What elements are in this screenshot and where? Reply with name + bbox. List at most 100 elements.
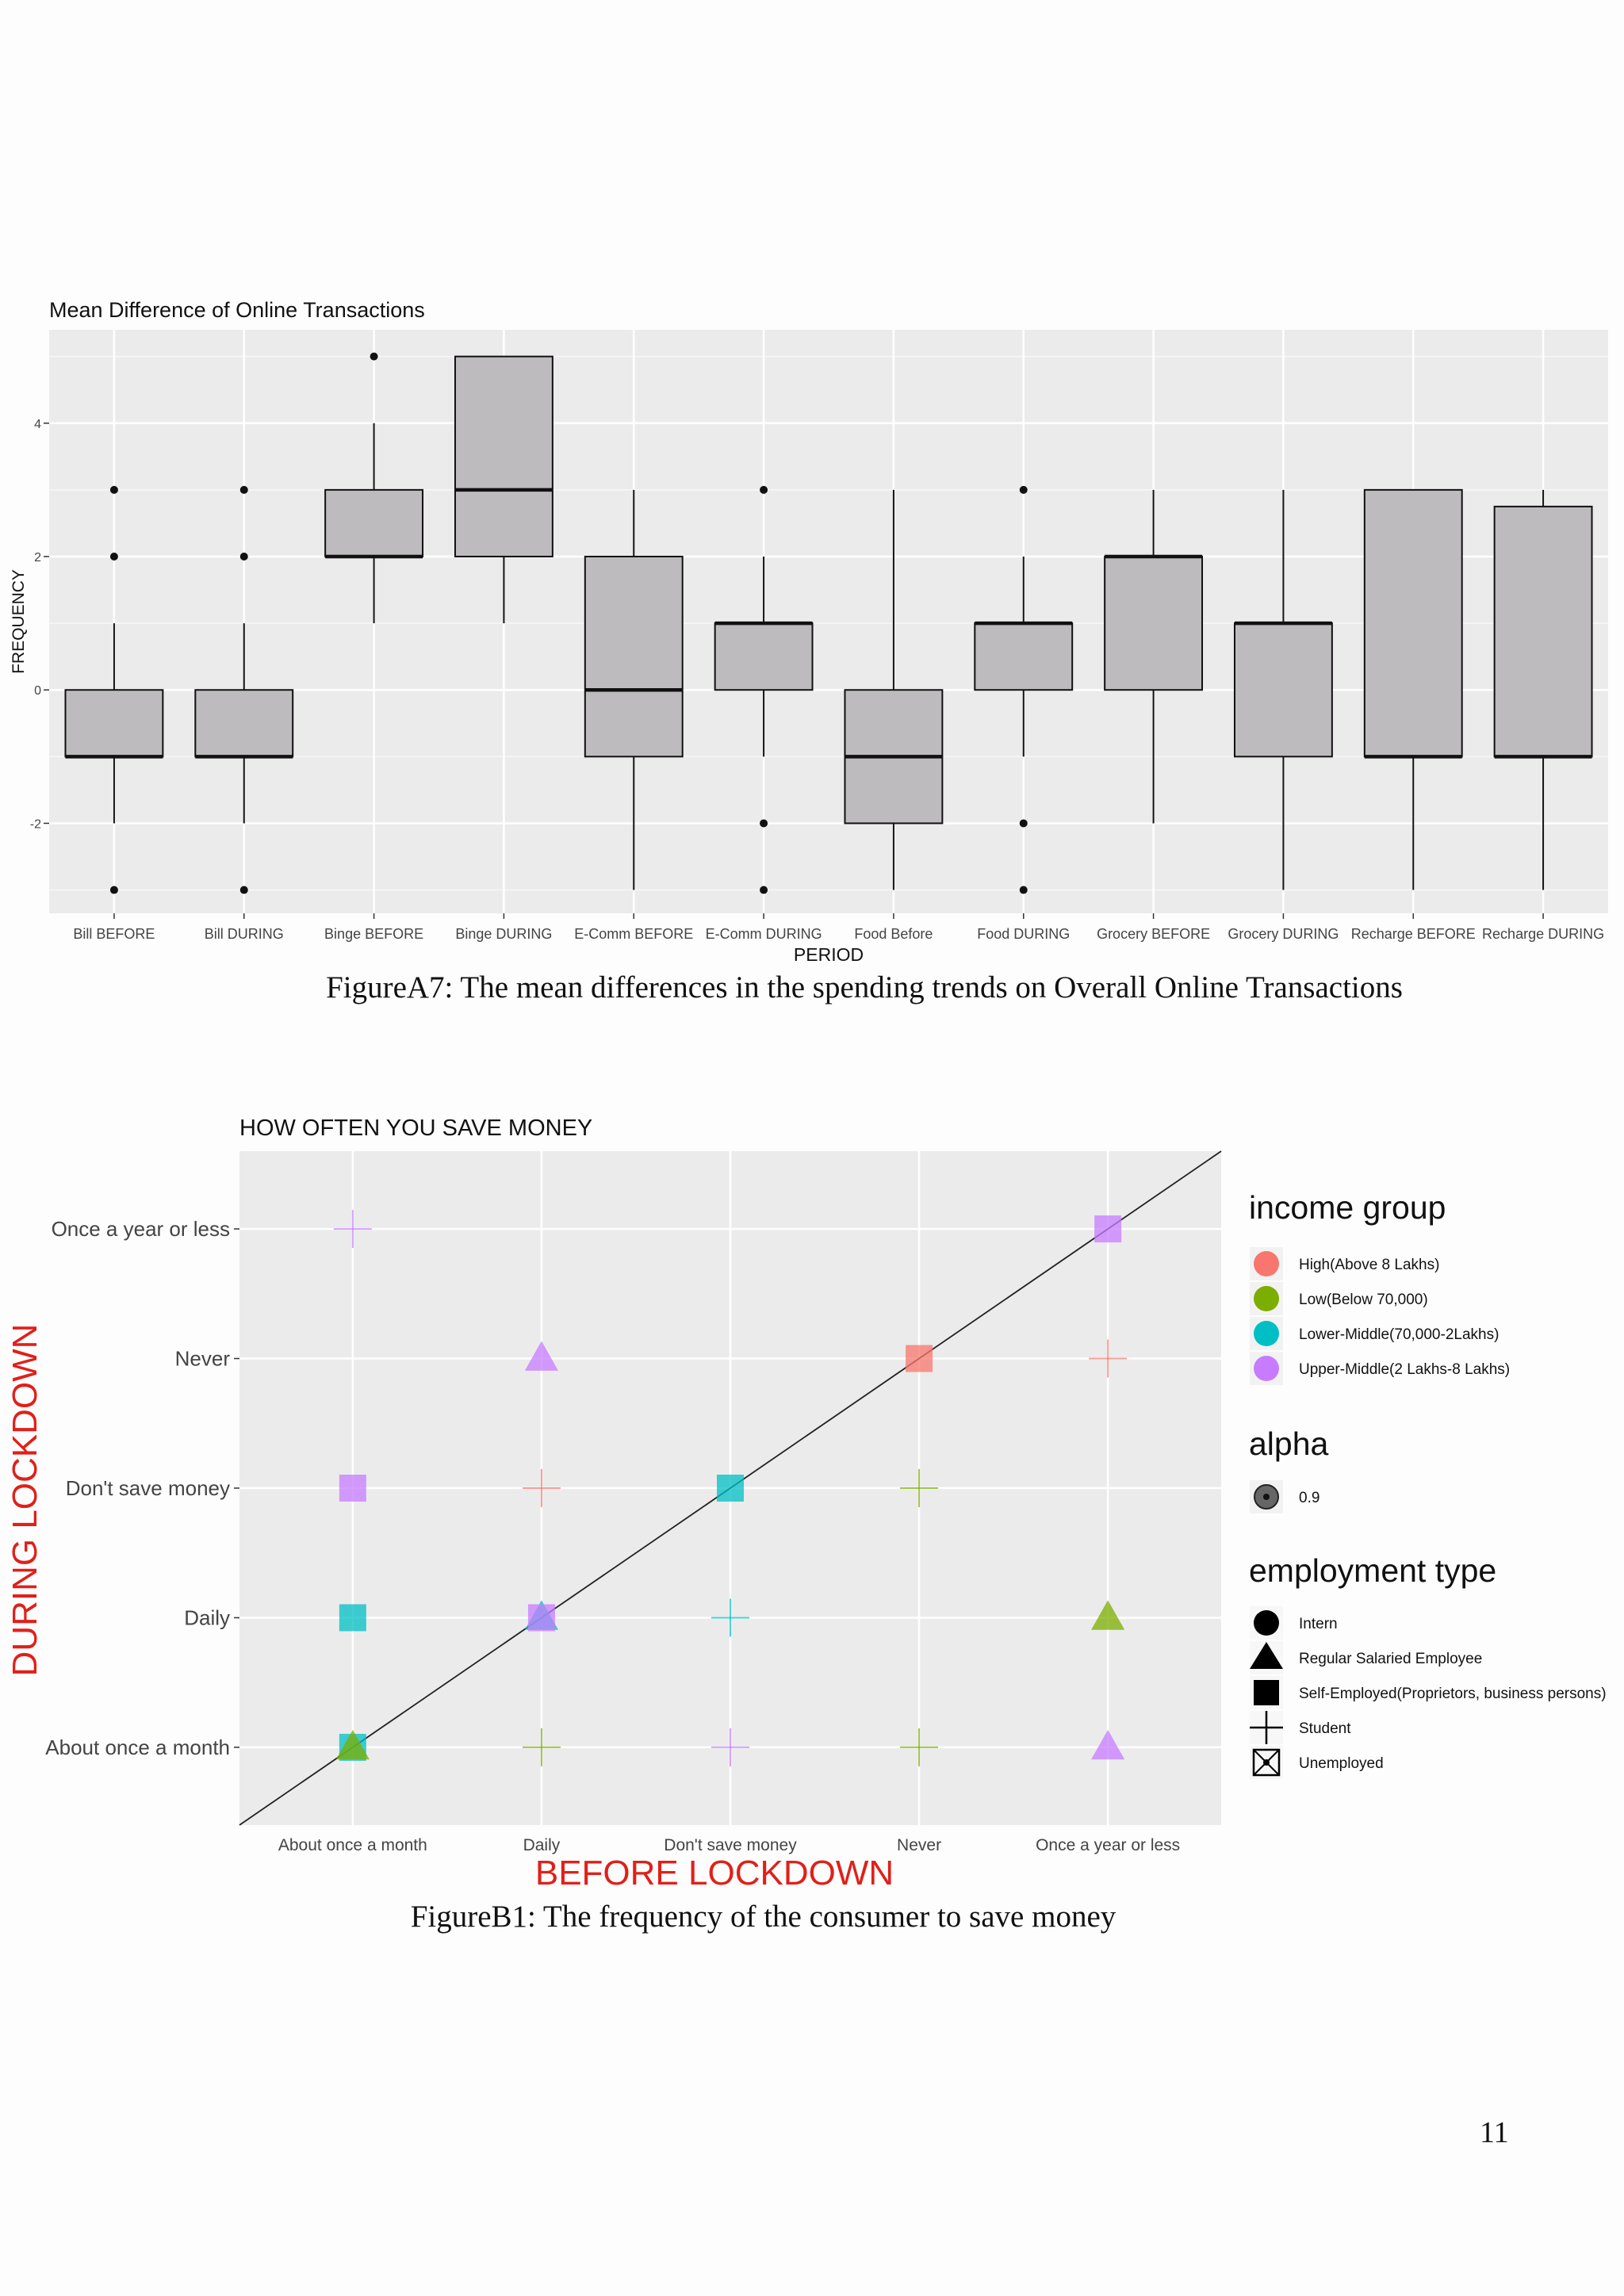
box (1493, 505, 1593, 758)
y-axis-label: DURING LOCKDOWN (6, 1324, 44, 1677)
chart-title: Mean Difference of Online Transactions (49, 298, 425, 322)
point-square (527, 1604, 555, 1632)
data-point (339, 1475, 366, 1502)
legend-employment-title: employment type (1249, 1552, 1496, 1589)
y-tick-label: -2 (30, 817, 41, 831)
data-point (1091, 1729, 1125, 1760)
y-axis-label: FREQUENCY (10, 569, 28, 674)
legend-alpha-label: 0.9 (1299, 1490, 1320, 1506)
legend-employment-label: Unemployed (1299, 1755, 1384, 1772)
data-point (1094, 1215, 1122, 1243)
legend-employment-label: Intern (1299, 1616, 1338, 1632)
legend-income-swatch (1254, 1321, 1279, 1346)
box (584, 555, 684, 758)
point-triangle (335, 1729, 370, 1760)
x-tick-label: Binge DURING (455, 926, 552, 942)
box-group (1493, 489, 1593, 890)
box (1104, 555, 1204, 691)
box-group (844, 489, 944, 890)
legend-shape-box (1252, 1748, 1281, 1777)
box (194, 689, 294, 758)
y-tick-label: 0 (34, 684, 41, 698)
data-point (522, 1469, 561, 1507)
y-tick-label: 2 (34, 551, 41, 564)
box (1233, 622, 1333, 758)
x-tick-label: About once a month (278, 1836, 427, 1854)
legend-employment-key (1250, 1676, 1283, 1709)
legend-income-swatch (1254, 1251, 1279, 1276)
data-point (335, 1729, 370, 1760)
point-triangle (1091, 1729, 1125, 1760)
x-tick-label: Don't save money (664, 1836, 797, 1854)
scatter-chart: HOW OFTEN YOU SAVE MONEY About once a mon… (6, 1115, 1607, 1887)
legend-income-swatch (1254, 1286, 1279, 1311)
y-tick-label: Don't save money (66, 1476, 230, 1500)
point-square (339, 1604, 366, 1632)
data-point (717, 1475, 744, 1502)
legend-income-label: High(Above 8 Lakhs) (1299, 1257, 1439, 1273)
x-tick-label: Once a year or less (1036, 1836, 1180, 1854)
x-tick-label: Food DURING (977, 926, 1070, 942)
x-tick-label: Food Before (854, 926, 933, 942)
y-tick-label: Never (175, 1347, 231, 1371)
box (714, 622, 814, 691)
outlier-point (1019, 819, 1028, 828)
point-square (906, 1345, 933, 1372)
x-tick-label: Bill DURING (205, 926, 284, 942)
x-axis-label: BEFORE LOCKDOWN (535, 1854, 894, 1887)
data-point (711, 1598, 749, 1637)
y-tick-label: Once a year or less (52, 1217, 230, 1241)
legend-income-swatch (1254, 1356, 1279, 1381)
box-group (194, 485, 294, 894)
box (64, 689, 164, 758)
point-square (339, 1475, 366, 1502)
chart-title: HOW OFTEN YOU SAVE MONEY (239, 1115, 592, 1141)
x-tick-label: Grocery BEFORE (1097, 926, 1210, 942)
boxplot-chart: Mean Difference of Online Transactions -2… (10, 298, 1608, 965)
data-point (1091, 1600, 1125, 1630)
y-tick-label: 4 (34, 418, 41, 431)
box-group (324, 352, 424, 624)
outlier-point (239, 485, 248, 494)
x-tick-label: Bill BEFORE (73, 926, 155, 942)
legend-employment-key (1250, 1606, 1283, 1640)
data-point (1089, 1339, 1128, 1378)
box-group (1104, 489, 1204, 824)
legend-alpha-title: alpha (1249, 1425, 1329, 1462)
data-point (711, 1728, 749, 1766)
outlier-point (370, 352, 378, 361)
x-tick-label: Binge BEFORE (324, 926, 423, 942)
y-tick-label: About once a month (45, 1735, 230, 1759)
box-group (64, 485, 164, 894)
legend-shape-square (1254, 1680, 1279, 1705)
outlier-point (760, 485, 768, 494)
box-group (584, 489, 684, 890)
outlier-point (239, 552, 248, 561)
outlier-point (109, 886, 118, 894)
point-square (717, 1475, 744, 1502)
data-point (333, 1210, 372, 1249)
x-axis-label: PERIOD (794, 944, 864, 965)
figure-b1-caption: FigureB1: The frequency of the consumer … (410, 1900, 1116, 1934)
legend-shape-circle (1254, 1610, 1279, 1636)
legend-income-label: Low(Below 70,000) (1299, 1292, 1428, 1308)
outlier-point (1019, 886, 1028, 894)
point-square (1094, 1215, 1122, 1243)
box-group (454, 355, 553, 624)
legend-employment-label: Self-Employed(Proprietors, business pers… (1299, 1686, 1607, 1702)
x-tick-label: Never (897, 1836, 941, 1854)
outlier-point (1019, 485, 1028, 494)
legend-employment-key (1250, 1711, 1283, 1744)
outlier-point (760, 819, 768, 828)
legend-employment-label: Regular Salaried Employee (1299, 1651, 1482, 1667)
data-point (906, 1345, 933, 1372)
legend-income-title: income group (1249, 1189, 1446, 1226)
legend-shape-dot (1263, 1759, 1270, 1766)
point-triangle (1091, 1600, 1125, 1630)
point-triangle (524, 1341, 559, 1371)
box (974, 622, 1074, 691)
box (324, 488, 424, 557)
legend-alpha-dot (1263, 1494, 1270, 1500)
legend-income-label: Upper-Middle(2 Lakhs-8 Lakhs) (1299, 1361, 1510, 1378)
figure-b1: HOW OFTEN YOU SAVE MONEY About once a mon… (0, 1094, 1624, 1974)
